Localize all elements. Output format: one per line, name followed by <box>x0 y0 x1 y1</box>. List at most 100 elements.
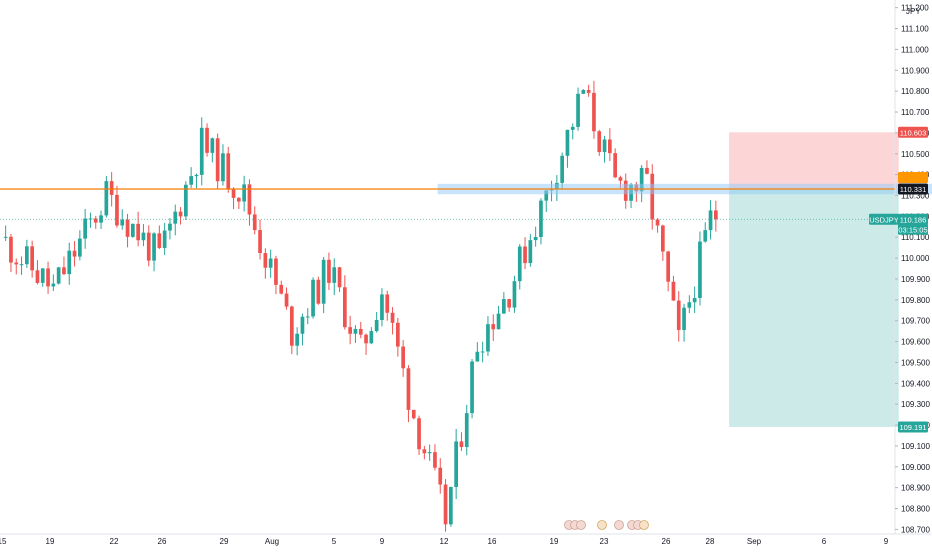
candle-body <box>99 215 103 223</box>
candle <box>35 260 40 285</box>
x-tick-label: 9 <box>380 537 385 546</box>
candle <box>327 252 331 291</box>
candle-body <box>51 283 56 287</box>
candle-body <box>443 484 448 525</box>
candle <box>682 303 686 342</box>
candle <box>655 218 660 233</box>
candle <box>608 128 612 161</box>
candle <box>104 175 109 218</box>
price-axis[interactable]: 108.700108.800108.900109.000109.100109.2… <box>895 4 930 535</box>
candle-body <box>327 259 331 283</box>
candle <box>422 445 427 460</box>
candle-body <box>332 267 337 283</box>
candle-body <box>586 90 591 93</box>
x-tick-label: Aug <box>265 537 279 546</box>
take-profit-zone[interactable] <box>729 189 899 427</box>
candle <box>480 341 485 363</box>
candle <box>411 409 416 420</box>
candle <box>565 129 570 168</box>
candle-body <box>210 138 215 153</box>
candle <box>120 209 125 230</box>
level-price-label: 110.331 <box>900 185 927 194</box>
candle <box>3 225 8 241</box>
candle <box>433 444 437 471</box>
candle <box>237 196 241 210</box>
candle-body <box>19 264 24 266</box>
candle-body <box>189 176 193 185</box>
candle <box>152 232 156 272</box>
candle <box>406 365 411 423</box>
candle <box>671 275 676 301</box>
candle <box>141 224 146 247</box>
candle <box>51 274 56 292</box>
stop-loss-zone[interactable] <box>729 132 899 190</box>
candle <box>470 358 474 419</box>
candle-body <box>157 233 162 248</box>
y-tick-label: 109.800 <box>901 296 930 305</box>
y-tick-label: 108.900 <box>901 484 930 493</box>
candle-body <box>517 246 522 282</box>
candle <box>290 305 294 355</box>
candle <box>231 187 236 210</box>
candle-body <box>78 238 82 257</box>
candle <box>173 204 178 236</box>
candle <box>703 222 708 243</box>
candle-body <box>676 300 681 330</box>
currency-label[interactable]: JPY <box>906 7 921 16</box>
y-tick-label: 110.500 <box>901 150 930 159</box>
event-flag-icon[interactable] <box>597 520 607 530</box>
candle <box>486 316 490 356</box>
candle-body <box>305 316 310 318</box>
x-tick-label: 12 <box>440 537 449 546</box>
candle-body <box>72 250 77 257</box>
candle-body <box>427 452 432 454</box>
candle-body <box>284 293 289 307</box>
y-tick-label: 110.300 <box>901 192 930 201</box>
candle-body <box>406 368 411 410</box>
candle <box>25 239 29 268</box>
candle <box>369 327 374 345</box>
candle-body <box>295 333 299 346</box>
event-flag-icon[interactable] <box>639 520 649 530</box>
candle-body <box>650 173 655 220</box>
candle <box>136 211 140 247</box>
candle-body <box>358 328 363 335</box>
candle-body <box>592 92 596 132</box>
orange-level-tag <box>898 172 928 184</box>
y-tick-label: 108.800 <box>901 505 930 514</box>
event-flag-icon[interactable] <box>614 520 624 530</box>
event-markers <box>564 520 649 530</box>
candle <box>449 486 453 527</box>
y-tick-label: 109.700 <box>901 317 930 326</box>
candle-body <box>3 236 8 238</box>
candle-body <box>337 267 342 288</box>
candle-body <box>692 297 697 303</box>
candle <box>221 144 225 186</box>
x-tick-label: 23 <box>600 537 609 546</box>
candle <box>586 84 591 97</box>
event-flag-icon[interactable] <box>576 520 586 530</box>
candle-body <box>608 139 612 154</box>
candle <box>316 276 321 305</box>
candle <box>247 179 252 226</box>
candle-body <box>242 184 246 202</box>
y-tick-label: 110.700 <box>901 108 930 117</box>
candle-body <box>14 262 19 265</box>
candle-body <box>703 230 708 242</box>
time-axis[interactable]: 15 19 22 26 29 Aug 5 9 12 16 19 23 26 28 Sep 6 9 <box>0 537 889 546</box>
candle <box>459 432 464 451</box>
candle <box>454 428 458 500</box>
symbol-label-tag <box>869 213 899 225</box>
candle-body <box>194 174 199 177</box>
candle-body <box>290 306 294 346</box>
candle <box>337 266 342 292</box>
candle <box>258 219 262 260</box>
candle <box>93 215 98 229</box>
last-price-label: 110.186 <box>900 215 927 224</box>
candle-body <box>666 251 670 282</box>
candle <box>194 173 199 189</box>
y-tick-label: 110.800 <box>901 87 930 96</box>
candle <box>390 307 395 335</box>
